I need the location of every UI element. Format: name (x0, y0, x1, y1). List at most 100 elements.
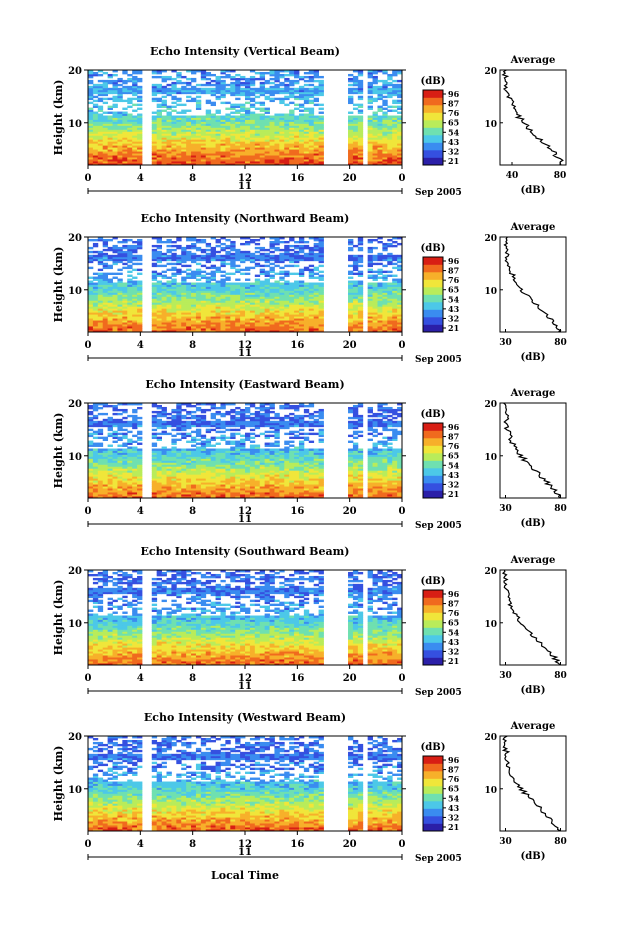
heatmap-cell (122, 70, 128, 73)
heatmap-cell (372, 314, 378, 317)
heatmap-cell (200, 145, 207, 148)
heatmap-cell (357, 326, 364, 329)
heatmap-cell (205, 304, 212, 307)
heatmap-cell (245, 306, 251, 309)
heatmap-cell (264, 320, 270, 323)
heatmap-cell (303, 306, 310, 309)
heatmap-cell (254, 77, 261, 81)
heatmap-cell (294, 143, 300, 146)
heatmap-cell (186, 314, 192, 317)
heatmap-cell (284, 70, 290, 73)
heatmap-cell (235, 268, 241, 272)
heatmap-cell (284, 115, 290, 118)
heatmap-cell (225, 133, 231, 136)
heatmap-cell (313, 71, 319, 75)
heatmap-cell (382, 153, 388, 156)
heatmap-cell (367, 75, 373, 79)
heatmap-cell (289, 83, 295, 87)
heatmap-cell (161, 109, 167, 112)
heatmap-cell (264, 95, 270, 99)
heatmap-cell (205, 302, 212, 305)
heatmap-cell (97, 161, 104, 164)
heatmap-cell (382, 135, 388, 138)
heatmap-cell (387, 306, 393, 309)
heatmap-cell (161, 139, 167, 142)
heatmap-cell (181, 316, 187, 319)
heatmap-cell (210, 312, 216, 315)
heatmap-cell (245, 121, 251, 124)
heatmap-cell (284, 137, 290, 140)
heatmap-cell (240, 149, 246, 152)
heatmap-cell (171, 129, 177, 132)
heatmap-cell (289, 326, 295, 329)
heatmap-cell (269, 85, 275, 89)
heatmap-cell (264, 109, 270, 112)
heatmap-cell (210, 123, 216, 126)
heatmap-cell (303, 151, 310, 154)
heatmap-cell (205, 137, 212, 140)
heatmap-cell (122, 131, 128, 134)
heatmap-cell (245, 300, 251, 303)
heatmap-cell (186, 119, 192, 122)
heatmap-cell (397, 139, 403, 142)
heatmap-cell (348, 77, 354, 81)
heatmap-cell (195, 143, 202, 146)
heatmap-cells (88, 70, 403, 166)
heatmap-cell (372, 135, 378, 138)
heatmap-cell (240, 153, 246, 156)
heatmap-cell (191, 137, 197, 140)
heatmap-cell (92, 320, 99, 323)
heatmap-cell (171, 272, 177, 276)
heatmap-cell (303, 324, 310, 327)
heatmap-cell (274, 147, 280, 150)
heatmap-cell (176, 81, 182, 85)
heatmap-cell (127, 314, 133, 317)
heatmap-cell (313, 119, 319, 122)
heatmap-cell (294, 155, 300, 158)
heatmap-cell (156, 157, 162, 160)
heatmap-cell (269, 155, 275, 158)
heatmap-cell (313, 73, 319, 77)
heatmap-cell (303, 147, 310, 150)
heatmap-cell (117, 121, 123, 124)
heatmap-cell (254, 143, 261, 146)
heatmap-cell (102, 326, 109, 329)
heatmap-cell (284, 306, 290, 309)
heatmap-cell (107, 278, 113, 281)
heatmap-cell (151, 155, 158, 158)
heatmap-cell (367, 316, 373, 319)
heatmap-cell (112, 85, 118, 89)
heatmap-cell (230, 159, 236, 162)
heatmap-cell (186, 312, 192, 315)
heatmap-cell (382, 71, 388, 75)
heatmap-cell (88, 304, 94, 307)
heatmap-cell (181, 91, 187, 95)
heatmap-cell (289, 115, 295, 118)
heatmap-cell (166, 87, 172, 91)
heatmap-cell (245, 133, 251, 136)
heatmap-cell (112, 320, 118, 323)
heatmap-cell (200, 151, 207, 154)
heatmap-cell (357, 155, 364, 158)
heatmap-cell (392, 99, 398, 103)
heatmap-cell (122, 125, 128, 128)
heatmap-cell (357, 328, 364, 331)
heatmap-cell (289, 131, 295, 134)
heatmap-cell (308, 123, 315, 126)
heatmap-cell (264, 252, 270, 256)
heatmap-cell (88, 79, 94, 83)
heatmap-cell (284, 133, 290, 136)
heatmap-cell (387, 147, 393, 150)
heatmap-cell (397, 87, 403, 91)
heatmap-cell (392, 159, 398, 162)
heatmap-cell (205, 300, 212, 303)
heatmap-cell (269, 81, 275, 85)
heatmap-cell (186, 95, 192, 99)
heatmap-cell (382, 145, 388, 148)
heatmap-cell (318, 264, 324, 268)
heatmap-cell (245, 95, 251, 99)
heatmap-cell (161, 328, 167, 331)
heatmap-cell (254, 300, 261, 303)
heatmap-cell (215, 75, 221, 79)
heatmap-cell (235, 322, 241, 325)
